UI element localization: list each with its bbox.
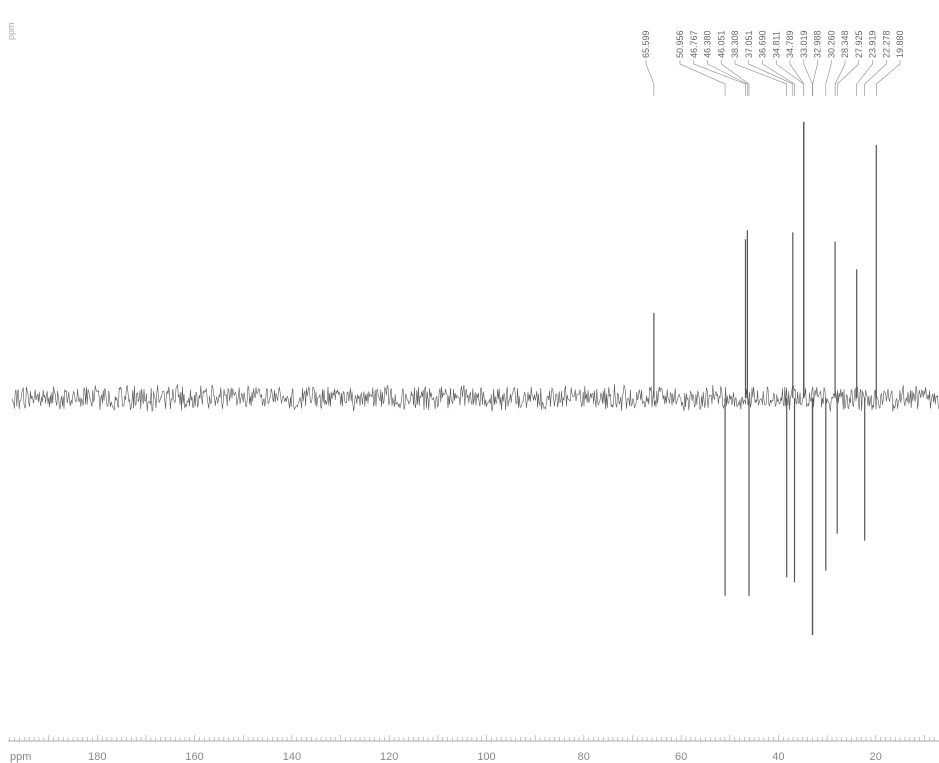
x-tick-label: 80 bbox=[578, 751, 590, 763]
x-tick-label: 180 bbox=[88, 751, 106, 763]
peak-label-connector-4 bbox=[720, 60, 750, 96]
x-tick-label: 120 bbox=[380, 751, 398, 763]
x-tick-label: 20 bbox=[870, 751, 882, 763]
peak-labels: 65.599 50.956 46.767 46.380 46.051 38.308 37.0… bbox=[641, 30, 905, 96]
peak-label-10: 33.019 bbox=[799, 30, 809, 58]
corner-unit-label: ppm bbox=[6, 22, 16, 40]
peak-label-4: 46.051 bbox=[716, 30, 726, 58]
peak-label-5: 38.308 bbox=[730, 30, 740, 58]
x-tick-label: 60 bbox=[675, 751, 687, 763]
peak-label-16: 22.278 bbox=[881, 30, 891, 58]
peak-label-connector-9 bbox=[789, 60, 805, 96]
peak-label-connector-2 bbox=[693, 60, 746, 96]
x-axis-title: ppm bbox=[10, 751, 31, 763]
x-tick-label: 140 bbox=[283, 751, 301, 763]
peak-label-11: 32.988 bbox=[813, 30, 823, 58]
peak-label-connector-14 bbox=[836, 60, 860, 96]
peak-label-connector-7 bbox=[762, 60, 795, 96]
peak-label-8: 34.811 bbox=[771, 31, 781, 58]
x-tick-label: 160 bbox=[185, 751, 203, 763]
peak-label-connector-15 bbox=[856, 60, 873, 96]
peak-label-3: 46.380 bbox=[703, 30, 713, 58]
peak-label-6: 37.051 bbox=[744, 30, 754, 58]
peak-label-17: 19.880 bbox=[895, 30, 905, 58]
peak-label-15: 23.919 bbox=[868, 30, 878, 58]
peak-label-connector-13 bbox=[834, 60, 846, 96]
peak-label-1: 50.956 bbox=[675, 30, 685, 58]
peak-label-connector-11 bbox=[812, 60, 818, 96]
peak-label-connector-0 bbox=[645, 60, 655, 96]
peak-label-7: 36.690 bbox=[758, 30, 768, 58]
peak-label-12: 30.260 bbox=[826, 30, 836, 58]
peak-label-connector-6 bbox=[748, 60, 794, 96]
peak-label-0: 65.599 bbox=[641, 30, 651, 58]
x-tick-label: 40 bbox=[772, 751, 784, 763]
peak-label-13: 28.348 bbox=[840, 30, 850, 58]
peak-label-9: 34.789 bbox=[785, 30, 795, 58]
baseline-noise bbox=[11, 384, 939, 413]
peak-lines bbox=[653, 122, 877, 635]
x-tick-label: 100 bbox=[477, 751, 495, 763]
x-axis: 180 160 140 120 100 80 60 40 20 bbox=[8, 735, 939, 763]
peak-label-connector-12 bbox=[825, 60, 832, 96]
peak-label-connector-3 bbox=[707, 60, 748, 96]
peak-label-2: 46.767 bbox=[689, 30, 699, 58]
peak-label-connector-1 bbox=[679, 60, 726, 96]
peak-label-connector-5 bbox=[734, 60, 788, 96]
peak-label-connector-17 bbox=[875, 60, 901, 96]
peak-label-connector-16 bbox=[864, 60, 887, 96]
peak-label-14: 27.925 bbox=[854, 30, 864, 58]
